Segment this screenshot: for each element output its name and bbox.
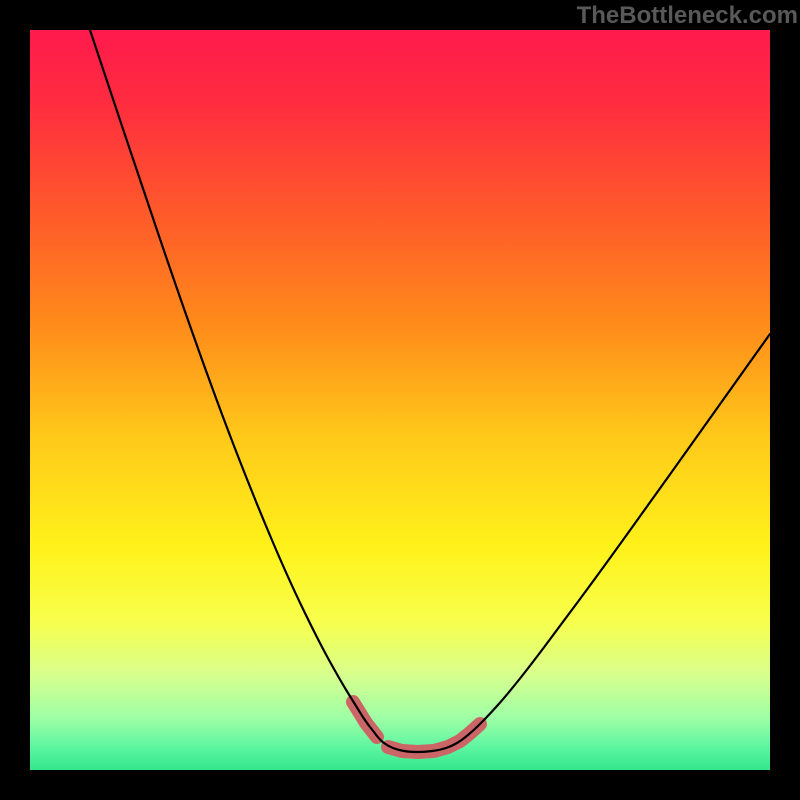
watermark-text: TheBottleneck.com [577,2,798,30]
bottleneck-chart [30,30,770,770]
plot-area [30,30,770,770]
gradient-background [30,30,770,770]
